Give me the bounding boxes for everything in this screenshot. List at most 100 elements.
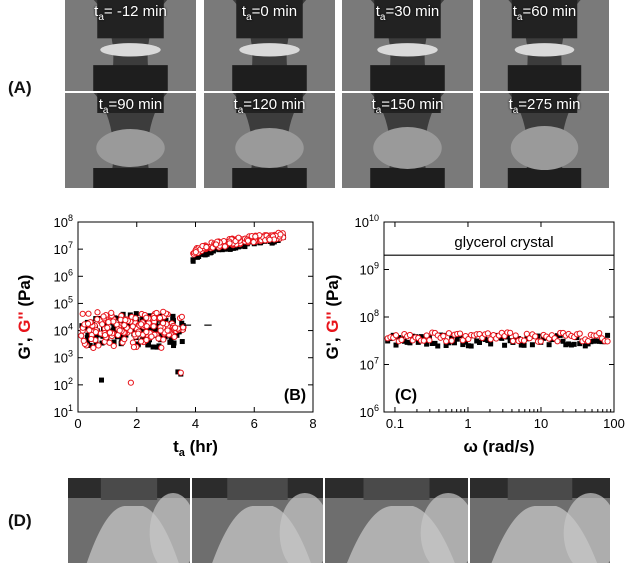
- data-point-circle: [177, 369, 184, 376]
- data-point-square: [119, 334, 125, 340]
- data-point-square: [153, 330, 159, 336]
- data-point-circle: [193, 245, 200, 252]
- data-point-circle: [128, 313, 135, 321]
- data-point-circle: [213, 240, 220, 247]
- data-point-square: [247, 239, 253, 245]
- y-tick-label-b: 106: [54, 267, 73, 284]
- data-point-circle: [94, 316, 101, 323]
- data-point-circle: [241, 238, 249, 245]
- data-point-circle: [462, 332, 469, 340]
- data-point-circle: [507, 329, 514, 336]
- data-point-square: [463, 339, 469, 345]
- data-point-circle: [258, 234, 265, 241]
- data-point-circle: [276, 235, 284, 242]
- data-point-square: [99, 377, 104, 383]
- data-point-square: [180, 326, 186, 332]
- data-point-circle: [110, 342, 117, 350]
- data-point-square: [174, 332, 180, 338]
- data-point-square: [605, 332, 611, 338]
- data-point-circle: [263, 237, 270, 244]
- data-point-square: [247, 239, 253, 245]
- y-tick-label-c: 108: [360, 308, 379, 325]
- data-point-circle: [279, 230, 286, 237]
- data-point-square: [101, 323, 107, 329]
- data-point-square: [216, 245, 222, 251]
- data-point-circle: [115, 323, 122, 331]
- data-point-square: [167, 339, 173, 345]
- data-point-circle: [395, 338, 402, 345]
- data-point-square: [493, 332, 499, 338]
- data-point-circle: [232, 238, 239, 246]
- data-point-circle: [106, 329, 114, 336]
- data-point-square: [159, 335, 165, 341]
- data-point-square: [231, 243, 237, 249]
- data-point-square: [269, 240, 275, 246]
- data-point-square: [199, 247, 205, 253]
- data-point-square: [89, 332, 95, 338]
- data-point-square: [198, 248, 204, 254]
- photo-a-caption: ta=30 min: [375, 3, 440, 23]
- data-point-square: [231, 243, 237, 249]
- data-point-circle: [272, 232, 279, 239]
- data-point-square: [426, 335, 432, 341]
- data-point-square: [209, 245, 215, 251]
- data-point-square: [238, 243, 244, 249]
- data-point-circle: [211, 240, 218, 247]
- data-point-square: [93, 341, 99, 347]
- data-point-square: [90, 323, 96, 329]
- reference-line-label-c: glycerol crystal: [454, 234, 553, 251]
- data-point-square: [245, 240, 251, 246]
- data-point-square: [246, 238, 252, 244]
- data-point-square: [446, 340, 452, 346]
- data-point-circle: [267, 232, 274, 239]
- data-point-square: [515, 336, 521, 342]
- data-point-circle: [102, 331, 109, 339]
- data-point-circle: [226, 238, 233, 245]
- data-point-circle: [129, 339, 137, 346]
- data-point-square: [220, 245, 226, 251]
- data-point-square: [83, 323, 89, 329]
- data-point-circle: [171, 333, 178, 340]
- data-point-square: [272, 236, 278, 242]
- data-point-circle: [107, 313, 114, 320]
- data-point-square: [99, 340, 105, 346]
- data-point-circle: [143, 328, 150, 336]
- data-point-circle: [222, 239, 229, 247]
- data-point-circle: [242, 236, 249, 243]
- data-point-circle: [520, 337, 528, 344]
- data-point-circle: [265, 234, 272, 241]
- data-point-circle: [207, 245, 214, 252]
- data-point-square: [90, 321, 96, 327]
- data-point-circle: [159, 324, 167, 331]
- data-point-square: [146, 337, 152, 343]
- data-point-square: [116, 315, 122, 321]
- panel-label-b: (B): [284, 387, 306, 404]
- data-point-circle: [201, 243, 208, 250]
- data-point-circle: [228, 236, 235, 243]
- data-point-circle: [105, 319, 112, 326]
- data-point-square: [163, 322, 169, 328]
- data-point-square: [410, 333, 416, 339]
- data-point-square: [266, 237, 272, 243]
- data-point-circle: [468, 331, 475, 339]
- data-point-square: [88, 319, 94, 325]
- data-point-square: [159, 326, 165, 332]
- data-point-square: [103, 322, 109, 328]
- data-point-circle: [273, 232, 280, 239]
- x-axis-label-b: ta (hr): [173, 437, 218, 459]
- data-point-square: [566, 341, 572, 347]
- data-point-circle: [180, 324, 187, 331]
- data-point-square: [161, 331, 167, 337]
- data-point-square: [404, 339, 410, 345]
- data-point-circle: [409, 337, 416, 344]
- data-point-circle: [118, 327, 125, 335]
- data-point-square: [135, 342, 141, 348]
- data-point-circle: [227, 239, 234, 247]
- data-point-circle: [217, 241, 225, 248]
- data-point-circle: [203, 244, 211, 251]
- y-tick-label-b: 108: [54, 213, 73, 230]
- photo-d-2: [192, 478, 323, 563]
- data-point-circle: [129, 323, 136, 330]
- data-point-circle: [155, 315, 163, 322]
- data-point-circle: [473, 331, 480, 338]
